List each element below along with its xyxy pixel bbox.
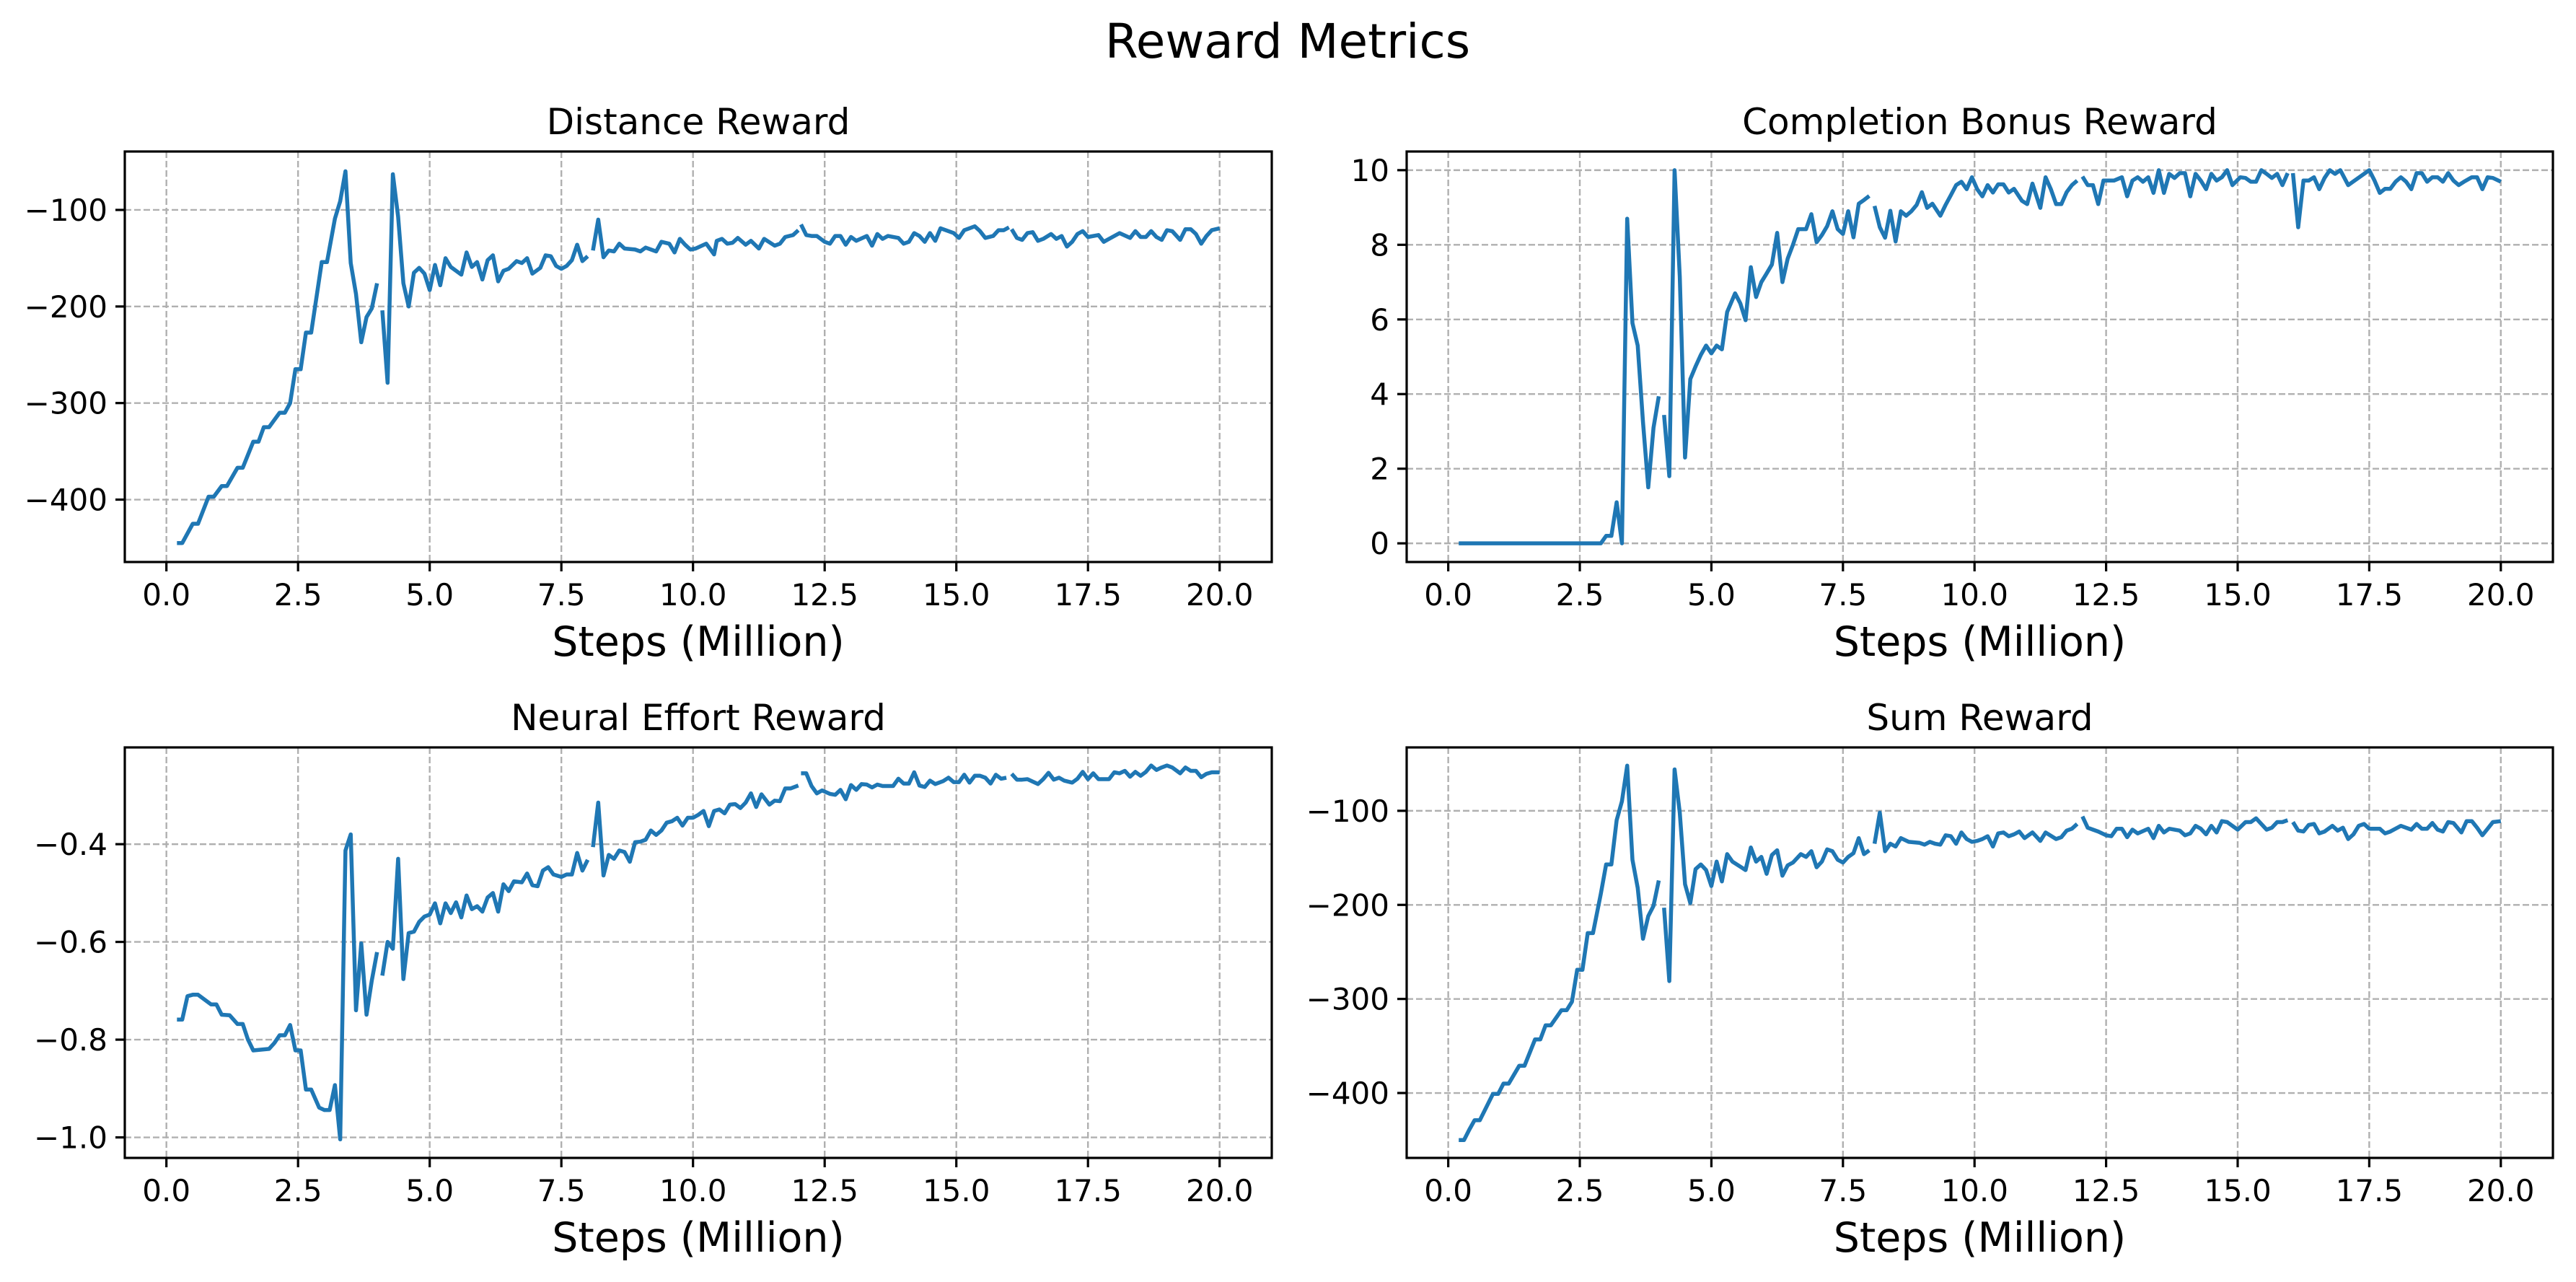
y-tick-label: −400 <box>1306 1076 1389 1111</box>
subplot-title: Completion Bonus Reward <box>1742 101 2217 143</box>
x-tick-label: 20.0 <box>2467 577 2535 613</box>
x-tick-label: 15.0 <box>923 577 990 613</box>
x-tick-label: 17.5 <box>1054 1173 1122 1208</box>
distance-reward-chart: 0.0 2.5 5.0 7.5 10.0 12.5 15.0 17.5 20.0 −400 −300… <box>25 101 1273 666</box>
x-axis-label: Steps (Million) <box>1834 618 2127 666</box>
x-tick-label: 2.5 <box>274 577 322 613</box>
y-tick-label: −0.4 <box>34 827 107 862</box>
subplot-title: Distance Reward <box>547 101 850 143</box>
y-tick-label: −1.0 <box>34 1120 107 1156</box>
subplot-title: Neural Effort Reward <box>511 697 886 739</box>
series-line <box>177 169 1221 545</box>
y-tick-label: −400 <box>25 483 107 518</box>
y-tick-label: 8 <box>1370 227 1389 263</box>
x-axis-label: Steps (Million) <box>1834 1214 2127 1262</box>
x-axis-label: Steps (Million) <box>552 1214 845 1262</box>
axes-frame <box>123 746 1273 1159</box>
y-tick-label: 0 <box>1370 526 1389 561</box>
x-tick-label: 5.0 <box>1687 1173 1736 1208</box>
y-tick-label: −100 <box>1306 794 1389 829</box>
x-tick-label: 17.5 <box>2336 577 2404 613</box>
x-tick-label: 10.0 <box>1940 577 2008 613</box>
x-tick-label: 2.5 <box>274 1173 322 1208</box>
completion-bonus-reward-chart: 0.0 2.5 5.0 7.5 10.0 12.5 15.0 17.5 20.0 0 2 4 6 8 10 C… <box>1351 101 2554 666</box>
subplot-title: Sum Reward <box>1866 697 2093 739</box>
x-tick-label: 0.0 <box>142 577 190 613</box>
x-tick-label: 20.0 <box>1186 577 1254 613</box>
x-tick-label: 10.0 <box>1940 1173 2008 1208</box>
series-line <box>1459 763 2502 1142</box>
y-tick-label: −300 <box>25 386 107 421</box>
grid <box>1407 152 2553 562</box>
x-tick-label: 5.0 <box>405 577 454 613</box>
y-tick-label: 10 <box>1351 153 1389 188</box>
axes-frame <box>1405 746 2554 1159</box>
y-tick-label: 4 <box>1370 377 1389 412</box>
axes-frame <box>1405 150 2554 563</box>
x-tick-label: 7.5 <box>537 577 586 613</box>
x-tick-label: 20.0 <box>2467 1173 2535 1208</box>
x-tick-label: 7.5 <box>537 1173 586 1208</box>
y-tick-label: 6 <box>1370 302 1389 338</box>
x-tick-label: 7.5 <box>1819 577 1867 613</box>
x-tick-label: 7.5 <box>1819 1173 1867 1208</box>
series-line <box>1459 168 2502 545</box>
x-tick-label: 0.0 <box>1424 1173 1472 1208</box>
x-tick-label: 17.5 <box>2336 1173 2404 1208</box>
x-axis-label: Steps (Million) <box>552 618 845 666</box>
x-tick-label: 2.5 <box>1556 577 1604 613</box>
subplots: 0.0 2.5 5.0 7.5 10.0 12.5 15.0 17.5 20.0−400−300… <box>25 101 2554 1262</box>
y-tick-label: −200 <box>25 289 107 325</box>
x-tick-label: 17.5 <box>1054 577 1122 613</box>
x-tick-label: 5.0 <box>1687 577 1736 613</box>
y-tick-label: −0.8 <box>34 1022 107 1058</box>
y-tick-label: −100 <box>25 193 107 228</box>
neural-effort-reward-chart: 0.0 2.5 5.0 7.5 10.0 12.5 15.0 17.5 20.0 −1.0 −0.8… <box>34 697 1273 1262</box>
x-tick-label: 15.0 <box>2204 1173 2272 1208</box>
sum-reward-chart: 0.0 2.5 5.0 7.5 10.0 12.5 15.0 17.5 20.0 −400 −300… <box>1306 697 2554 1262</box>
axes-frame <box>123 150 1273 563</box>
grid <box>125 152 1272 562</box>
y-tick-label: 2 <box>1370 452 1389 487</box>
x-tick-label: 20.0 <box>1186 1173 1254 1208</box>
y-tick-label: −200 <box>1306 887 1389 923</box>
x-tick-label: 5.0 <box>405 1173 454 1208</box>
x-tick-label: 0.0 <box>1424 577 1472 613</box>
x-tick-label: 12.5 <box>2072 1173 2140 1208</box>
x-tick-label: 2.5 <box>1556 1173 1604 1208</box>
x-tick-label: 0.0 <box>142 1173 190 1208</box>
x-tick-label: 12.5 <box>791 577 858 613</box>
x-tick-label: 10.0 <box>659 577 727 613</box>
y-tick-label: −300 <box>1306 982 1389 1017</box>
x-tick-label: 12.5 <box>2072 577 2140 613</box>
series-line <box>177 763 1220 1142</box>
figure-title: Reward Metrics <box>1105 14 1470 69</box>
x-tick-label: 15.0 <box>923 1173 990 1208</box>
y-tick-label: −0.6 <box>34 925 107 960</box>
x-tick-label: 12.5 <box>791 1173 858 1208</box>
x-tick-label: 10.0 <box>659 1173 727 1208</box>
x-tick-label: 15.0 <box>2204 577 2272 613</box>
